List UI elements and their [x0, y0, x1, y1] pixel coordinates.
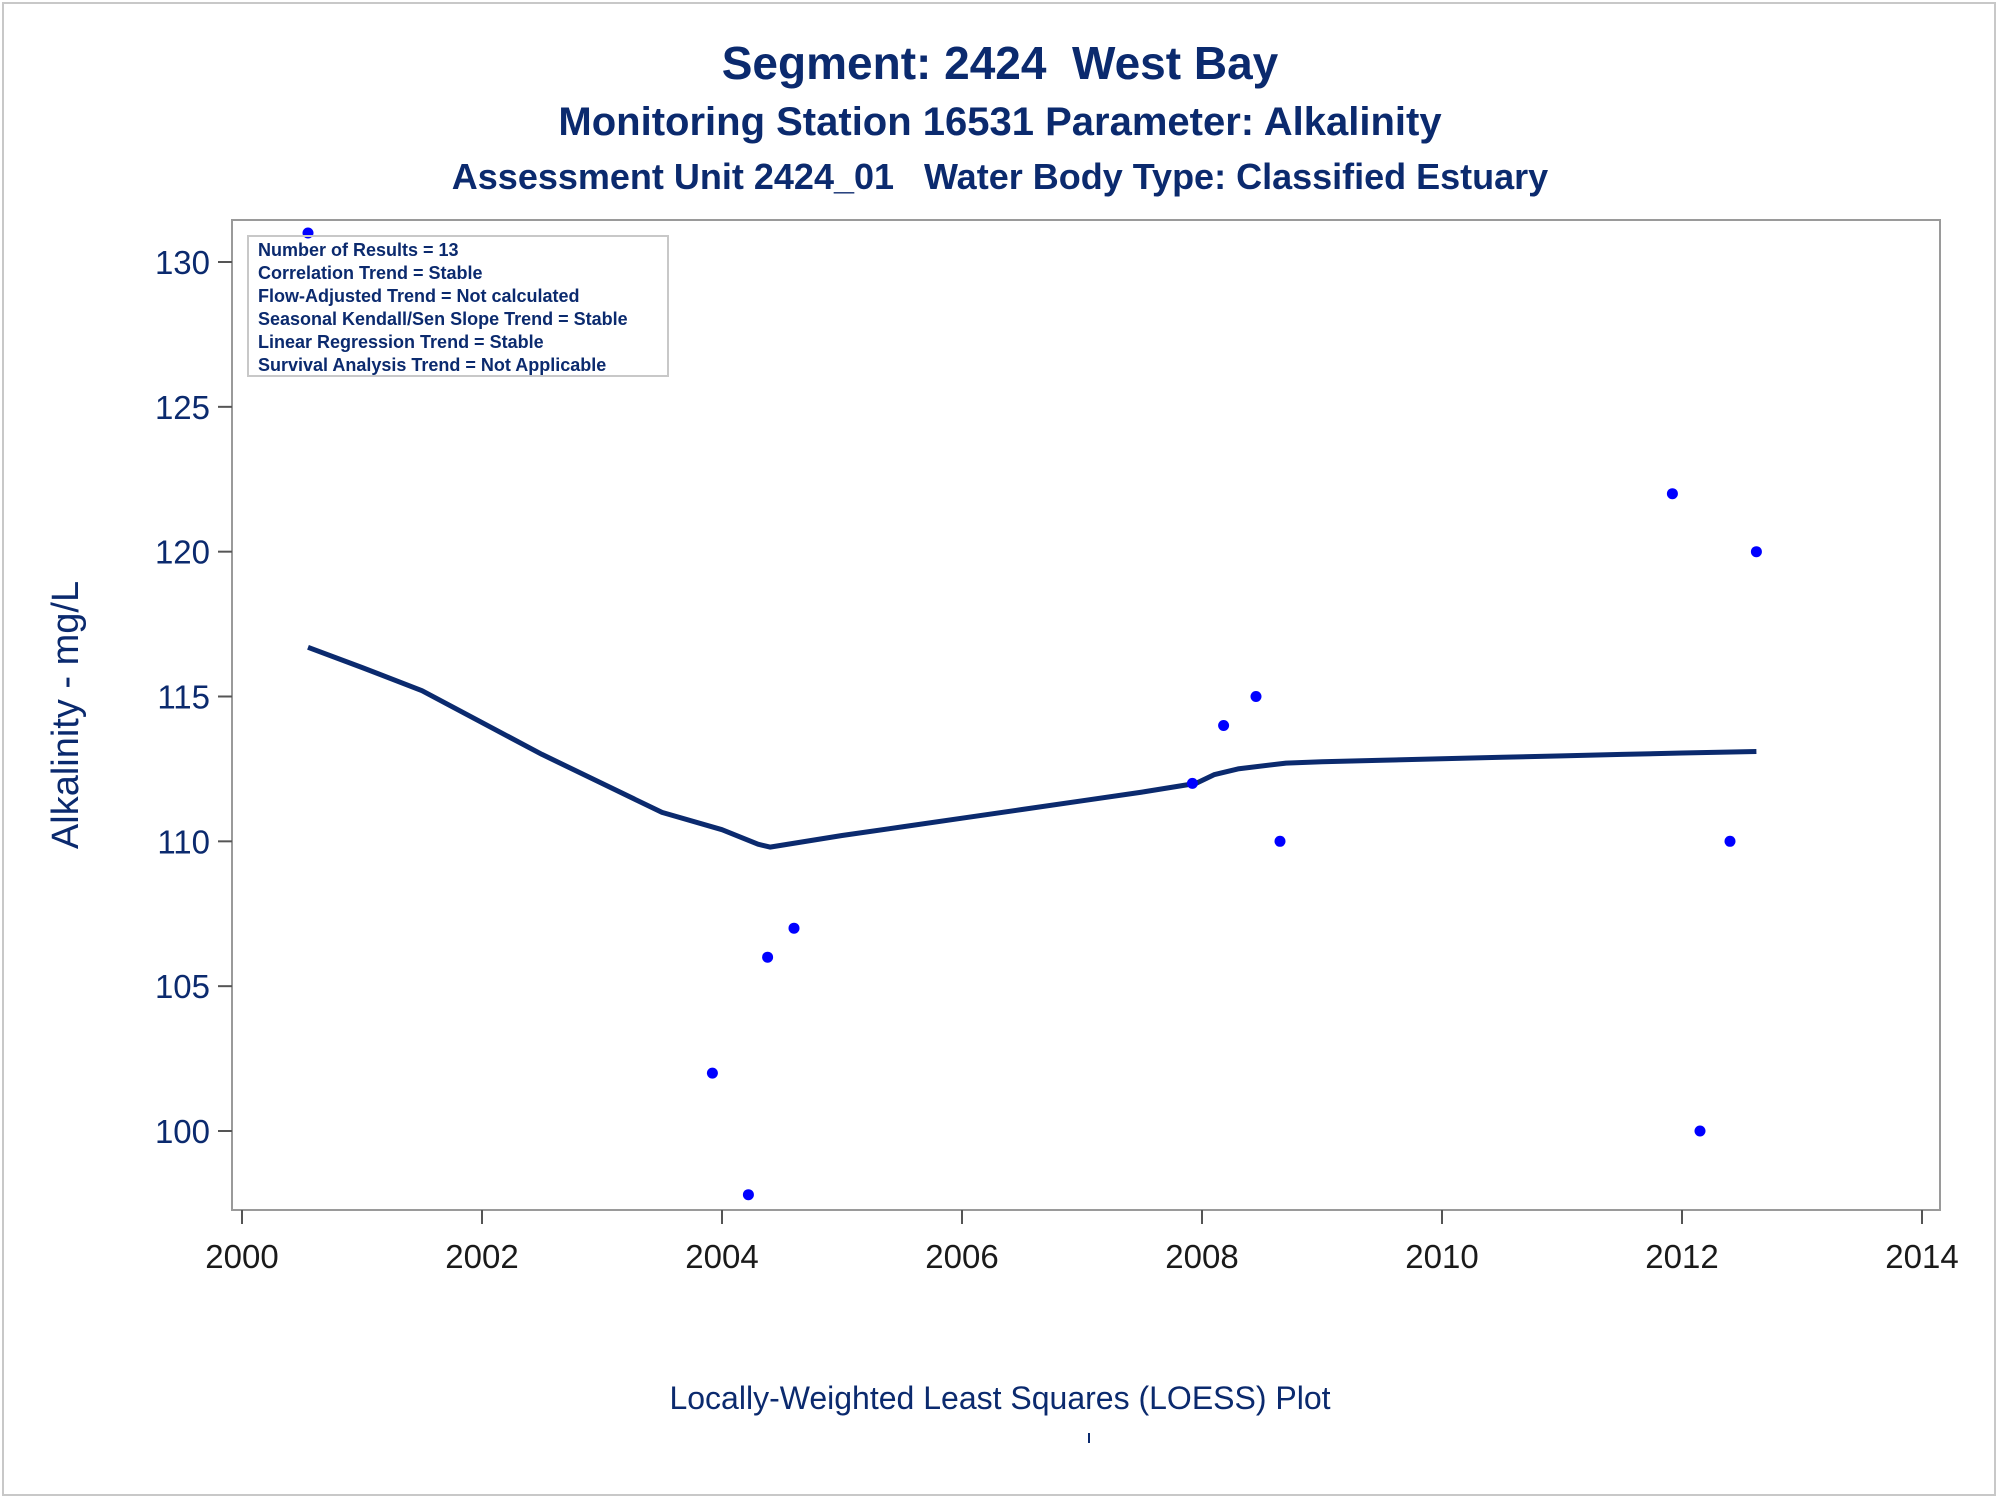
stats-line-2: Flow-Adjusted Trend = Not calculated [258, 286, 580, 306]
x-tick-label: 2012 [1645, 1238, 1718, 1275]
footnote: Locally-Weighted Least Squares (LOESS) P… [669, 1380, 1331, 1416]
y-tick-label: 100 [155, 1113, 210, 1150]
x-tick-label: 2008 [1165, 1238, 1238, 1275]
y-tick-label: 115 [157, 679, 210, 716]
chart-subtitle: Monitoring Station 16531 Parameter: Alka… [558, 100, 1442, 144]
stats-box: Number of Results = 13 Correlation Trend … [247, 235, 669, 377]
data-point-5 [1186, 777, 1198, 789]
y-axis: 100 105 110 115 120 125 130 [155, 244, 232, 1150]
x-tick-label: 2002 [445, 1238, 518, 1275]
data-point-8 [1274, 835, 1286, 847]
stats-box-frame [247, 235, 669, 377]
y-tick-label: 105 [155, 968, 210, 1005]
stats-line-1: Correlation Trend = Stable [258, 263, 483, 283]
chart-title: Segment: 2424 West Bay [721, 37, 1279, 89]
data-point-10 [1694, 1125, 1706, 1137]
data-point-9 [1666, 488, 1678, 500]
y-axis-label: Alkalinity - mg/L [45, 581, 87, 849]
footnote-2-mark [1088, 1433, 1090, 1443]
chart-subtitle-2: Assessment Unit 2424_01 Water Body Type:… [451, 156, 1549, 197]
x-tick-label: 2004 [685, 1238, 758, 1275]
data-point-7 [1250, 691, 1262, 702]
data-point-12 [1750, 546, 1762, 558]
data-point-1 [706, 1067, 718, 1079]
loess-line [307, 644, 1757, 850]
y-tick-label: 125 [155, 389, 210, 426]
y-tick-label: 110 [157, 823, 210, 860]
stats-line-4: Linear Regression Trend = Stable [258, 332, 544, 352]
stats-line-0: Number of Results = 13 [258, 240, 459, 260]
loess-path [307, 644, 1757, 850]
y-tick-label: 130 [155, 244, 210, 281]
data-point-2 [742, 1189, 754, 1201]
data-point-4 [788, 922, 800, 934]
x-tick-label: 2014 [1885, 1238, 1958, 1275]
x-tick-label: 2000 [205, 1238, 278, 1275]
x-tick-label: 2010 [1405, 1238, 1478, 1275]
x-axis: 2000 2002 2004 2006 2008 2010 2012 2014 [205, 1210, 1959, 1275]
data-point-6 [1218, 720, 1230, 731]
data-point-11 [1724, 835, 1736, 847]
stats-line-5: Survival Analysis Trend = Not Applicable [258, 355, 606, 375]
plot-area [231, 219, 1941, 1211]
y-tick-label: 120 [155, 534, 210, 571]
data-point-3 [762, 951, 774, 963]
x-tick-label: 2006 [925, 1238, 998, 1275]
stats-line-3: Seasonal Kendall/Sen Slope Trend = Stabl… [258, 309, 628, 329]
